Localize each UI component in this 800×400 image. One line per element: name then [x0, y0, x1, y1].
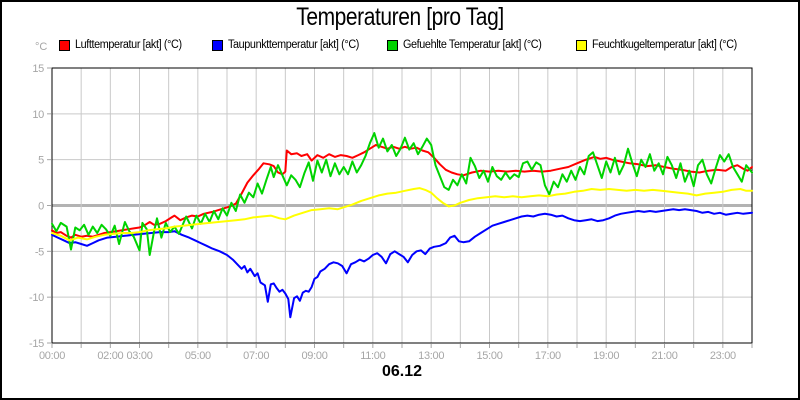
x-tick-label: 23:00: [710, 350, 736, 362]
legend-label: Lufttemperatur [akt] (°C): [75, 39, 182, 51]
legend-swatch-yellow: [576, 39, 587, 51]
y-axis-unit-label: °C: [35, 41, 48, 53]
y-tick-label: -5: [35, 246, 44, 258]
x-tick-label: 00:00: [39, 350, 65, 362]
x-tick-label: 11:00: [360, 350, 385, 362]
series-line-feuchtkugeltemperatur: [51, 187, 753, 242]
x-tick-label: 17:00: [535, 350, 561, 362]
x-tick-label: 19:00: [593, 350, 619, 362]
legend-swatch-green: [387, 39, 398, 51]
plot-frame: [51, 67, 753, 344]
y-tick-label: 15: [32, 63, 44, 75]
x-axis-date-label: 06.12: [381, 363, 423, 380]
x-tick-label: 05:00: [185, 350, 211, 362]
x-tick-label: 21:00: [651, 350, 677, 362]
legend-label: Feuchtkugeltemperatur [akt] (°C): [592, 39, 737, 51]
x-tick-label: 13:00: [418, 350, 444, 362]
y-tick-label: -15: [29, 338, 44, 350]
legend-item-taupunkttemperatur: Taupunkttemperatur [akt] (°C): [212, 39, 367, 51]
legend-swatch-blue: [212, 39, 223, 51]
legend-label: Gefuehlte Temperatur [akt] (°C): [403, 39, 542, 51]
legend-swatch-red: [59, 39, 70, 51]
y-tick-label: 5: [38, 155, 44, 167]
x-tick-label: 09:00: [301, 350, 327, 362]
y-tick-label: -10: [29, 292, 44, 304]
y-tick-label: 0: [38, 201, 44, 213]
x-tick-label: 03:00: [126, 350, 152, 362]
legend-item-feuchtkugeltemperatur: Feuchtkugeltemperatur [akt] (°C): [576, 39, 746, 51]
y-tick-label: 10: [32, 109, 44, 121]
page-title: Temperaturen [pro Tag]: [296, 3, 504, 31]
x-tick-label: 07:00: [243, 350, 269, 362]
series-line-taupunkttemperatur: [51, 208, 753, 319]
legend-item-gefuehlte-temperatur: Gefuehlte Temperatur [akt] (°C): [387, 39, 550, 51]
x-tick-label: 15:00: [476, 350, 502, 362]
series-line-lufttemperatur: [51, 144, 753, 239]
x-tick-label: 02:00: [97, 350, 123, 362]
legend-item-lufttemperatur: Lufttemperatur [akt] (°C): [59, 39, 188, 51]
legend-label: Taupunkttemperatur [akt] (°C): [228, 39, 360, 51]
